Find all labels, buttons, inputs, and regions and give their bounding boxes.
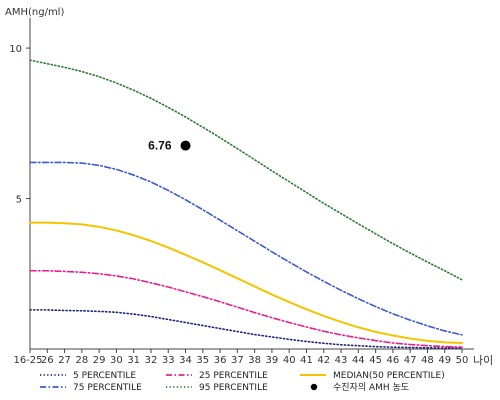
x-tick-label: 37 — [231, 355, 244, 366]
x-tick-label: 35 — [196, 355, 209, 366]
series-lines — [29, 59, 463, 349]
legend-label: MEDIAN(50 PERCENTILE) — [333, 371, 445, 381]
x-tick-label: 27 — [58, 355, 71, 366]
x-tick-label: 36 — [214, 355, 227, 366]
series-line-median-50-percentile — [29, 221, 463, 344]
legend-marker-swatch — [310, 383, 318, 391]
x-tick-label: 44 — [352, 355, 365, 366]
x-tick-label: 48 — [421, 355, 434, 366]
legend-marker-label: 수진자의 AMH 농도 — [333, 382, 409, 393]
series-line-75-percentile — [29, 161, 463, 336]
x-tick-label: 43 — [335, 355, 348, 366]
x-tick-label: 47 — [404, 355, 417, 366]
x-tick-label: 50 — [456, 355, 469, 366]
x-tick-label: 34 — [179, 355, 192, 366]
x-tick-label: 31 — [127, 355, 140, 366]
x-tick-label: 32 — [145, 355, 158, 366]
marker-layer: 6.76 — [148, 139, 191, 153]
y-ticks: 5 10 — [9, 44, 30, 206]
series-line-95-percentile — [29, 59, 463, 281]
y-tick-label: 5 — [16, 195, 22, 206]
x-tick-label: 46 — [387, 355, 400, 366]
x-tick-label: 16-25 — [13, 355, 42, 366]
patient-amh-marker — [180, 140, 191, 151]
legend-label: 75 PERCENTILE — [73, 383, 142, 393]
x-axis-title: 나이 — [473, 354, 493, 367]
series-line-5-percentile — [29, 309, 463, 349]
series-line-25-percentile — [29, 269, 463, 348]
legend: 5 PERCENTILE 25 PERCENTILE MEDIAN(50 PERCE… — [40, 371, 445, 393]
patient-amh-value-label: 6.76 — [148, 139, 172, 153]
x-tick-label: 26 — [41, 355, 54, 366]
x-tick-label: 39 — [266, 355, 279, 366]
x-tick-label: 45 — [369, 355, 382, 366]
legend-label: 95 PERCENTILE — [199, 383, 268, 393]
y-tick-label: 10 — [9, 44, 22, 55]
x-tick-label: 30 — [110, 355, 123, 366]
x-tick-label: 33 — [162, 355, 175, 366]
x-tick-label: 40 — [283, 355, 296, 366]
x-tick-label: 42 — [317, 355, 330, 366]
x-tick-label: 28 — [75, 355, 88, 366]
x-tick-label: 29 — [93, 355, 106, 366]
x-tick-label: 49 — [438, 355, 451, 366]
x-tick-label: 38 — [248, 355, 261, 366]
y-axis-title: AMH(ng/ml) — [5, 7, 64, 18]
legend-label: 25 PERCENTILE — [199, 371, 268, 381]
x-tick-label: 41 — [300, 355, 313, 366]
legend-label: 5 PERCENTILE — [73, 371, 136, 381]
